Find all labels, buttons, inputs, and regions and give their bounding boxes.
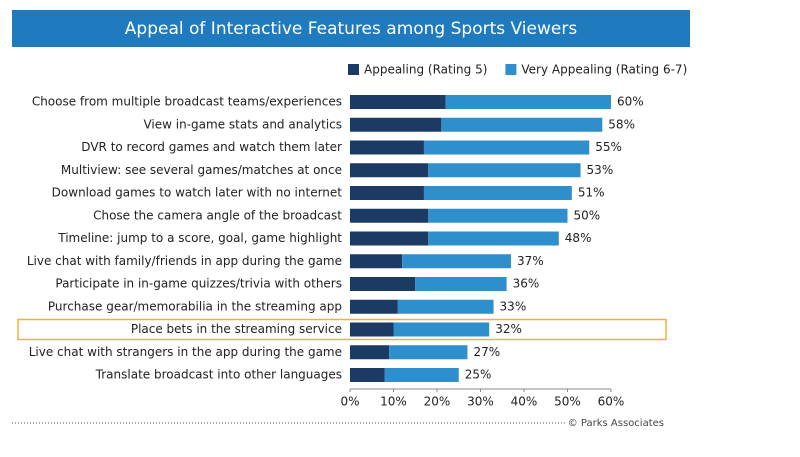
total-label: 55%	[595, 140, 622, 154]
bar-segment	[423, 140, 590, 155]
bar-segment	[393, 322, 490, 337]
chart-title: Appeal of Interactive Features among Spo…	[125, 19, 578, 39]
bar-segment	[397, 299, 494, 314]
total-label: 32%	[495, 322, 522, 336]
category-label: Chose the camera angle of the broadcast	[93, 208, 342, 222]
bar-segment	[402, 254, 511, 269]
bar-segment	[350, 208, 429, 223]
category-label: Choose from multiple broadcast teams/exp…	[32, 95, 342, 109]
total-label: 36%	[513, 277, 540, 291]
bar-segment	[350, 117, 442, 132]
category-label: DVR to record games and watch them later	[81, 140, 342, 154]
bar-segment	[350, 299, 398, 314]
category-label: Place bets in the streaming service	[131, 322, 342, 336]
x-tick-label: 30%	[467, 395, 494, 409]
total-label: 60%	[617, 95, 644, 109]
bar-segment	[350, 254, 403, 269]
legend-swatch	[348, 64, 359, 75]
source: © Parks Associates	[568, 418, 664, 429]
bar-segment	[350, 345, 390, 360]
total-label: 48%	[565, 231, 592, 245]
category-label: View in-game stats and analytics	[143, 117, 342, 131]
highlight-box	[17, 318, 667, 341]
bar-segment	[350, 368, 385, 382]
x-tick-label: 20%	[424, 395, 451, 409]
bar-segment	[441, 117, 603, 132]
title-banner	[12, 10, 690, 47]
bar-segment	[350, 231, 429, 246]
bar-segment	[384, 368, 459, 382]
total-label: 33%	[500, 299, 527, 313]
total-label: 27%	[473, 345, 500, 359]
total-label: 50%	[574, 208, 601, 222]
bar-segment	[350, 277, 416, 291]
bar-segment	[350, 163, 429, 178]
category-label: Timeline: jump to a score, goal, game hi…	[57, 231, 342, 245]
bar-segment	[350, 322, 394, 337]
bar-segment	[428, 231, 559, 246]
bar-segment	[350, 186, 424, 200]
bar-segment	[428, 208, 568, 223]
x-tick-label: 60%	[598, 395, 625, 409]
total-label: 58%	[608, 117, 635, 131]
bar-segment	[350, 140, 424, 155]
category-label: Live chat with family/friends in app dur…	[27, 254, 342, 268]
x-tick-label: 40%	[511, 395, 538, 409]
legend-label: Very Appealing (Rating 6-7)	[521, 63, 687, 77]
bar-segment	[389, 345, 468, 360]
x-tick-label: 0%	[340, 395, 359, 409]
x-tick-label: 50%	[554, 395, 581, 409]
category-label: Translate broadcast into other languages	[95, 368, 342, 382]
bar-segment	[350, 95, 446, 109]
category-label: Live chat with strangers in the app duri…	[29, 345, 342, 359]
total-label: 37%	[517, 254, 544, 268]
bar-segment	[423, 186, 572, 200]
category-label: Multiview: see several games/matches at …	[61, 163, 342, 177]
bar-segment	[428, 163, 581, 178]
bar-segment	[445, 95, 611, 109]
category-label: Participate in in-game quizzes/trivia wi…	[55, 277, 342, 291]
total-label: 25%	[465, 368, 492, 382]
legend-label: Appealing (Rating 5)	[364, 63, 487, 77]
total-label: 51%	[578, 186, 605, 200]
category-label: Download games to watch later with no in…	[52, 186, 343, 200]
total-label: 53%	[587, 163, 614, 177]
bar-segment	[415, 277, 507, 291]
legend-swatch	[505, 64, 517, 75]
x-tick-label: 10%	[380, 395, 407, 409]
category-label: Purchase gear/memorabilia in the streami…	[48, 299, 342, 313]
